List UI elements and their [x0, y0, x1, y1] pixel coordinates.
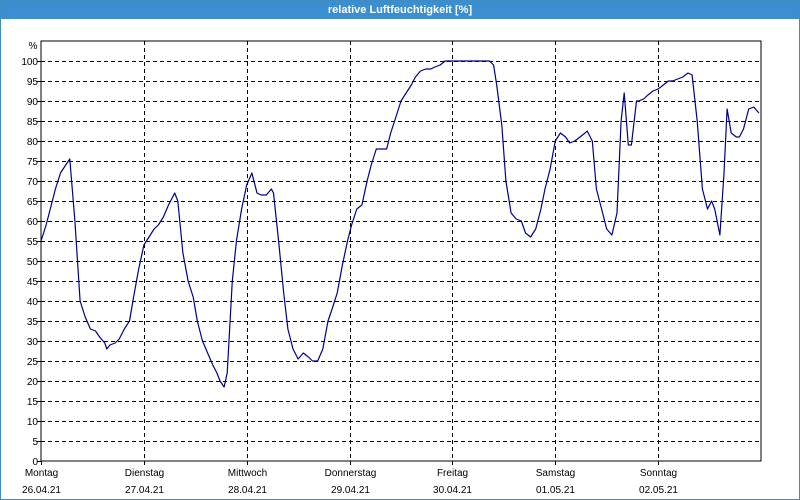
- y-tick-label: 65: [27, 197, 39, 208]
- y-tick-label: 10: [27, 417, 39, 428]
- x-tick-day-label: Mittwoch: [228, 468, 267, 479]
- y-axis-label: %: [29, 41, 38, 52]
- y-tick-label: 45: [27, 277, 39, 288]
- x-tick-date-label: 28.04.21: [228, 485, 267, 496]
- x-tick-day-label: Samstag: [536, 468, 575, 479]
- y-tick-label: 100: [21, 57, 38, 68]
- y-tick-label: 15: [27, 397, 39, 408]
- x-tick-day-label: Donnerstag: [325, 468, 377, 479]
- y-tick-label: 90: [27, 97, 39, 108]
- y-tick-label: 5: [32, 437, 38, 448]
- series-line-humidity: [40, 60, 760, 388]
- x-tick-day-label: Sonntag: [640, 468, 677, 479]
- y-tick-label: 80: [27, 137, 39, 148]
- y-tick-label: 60: [27, 217, 39, 228]
- x-tick-day-label: Freitag: [437, 468, 468, 479]
- x-tick-day-label: Montag: [25, 468, 58, 479]
- y-tick-label: 50: [27, 257, 39, 268]
- y-tick-label: 20: [27, 377, 39, 388]
- y-tick-label: 85: [27, 117, 39, 128]
- x-tick-date-label: 29.04.21: [331, 485, 370, 496]
- x-tick-date-label: 27.04.21: [125, 485, 164, 496]
- x-tick-day-label: Dienstag: [125, 468, 164, 479]
- y-tick-label: 25: [27, 357, 39, 368]
- plot-area: [40, 40, 762, 462]
- y-tick-label: 70: [27, 177, 39, 188]
- x-tick-date-label: 30.04.21: [433, 485, 472, 496]
- y-tick-label: 35: [27, 317, 39, 328]
- window-title: relative Luftfeuchtigkeit [%]: [1, 1, 799, 19]
- y-tick-label: 0: [32, 457, 38, 468]
- x-tick-date-label: 02.05.21: [639, 485, 678, 496]
- y-tick-label: 40: [27, 297, 39, 308]
- y-tick-label: 95: [27, 77, 39, 88]
- x-tick-date-label: 01.05.21: [536, 485, 575, 496]
- x-tick-date-label: 26.04.21: [22, 485, 61, 496]
- y-tick-label: 75: [27, 157, 39, 168]
- y-tick-label: 30: [27, 337, 39, 348]
- y-tick-label: 55: [27, 237, 39, 248]
